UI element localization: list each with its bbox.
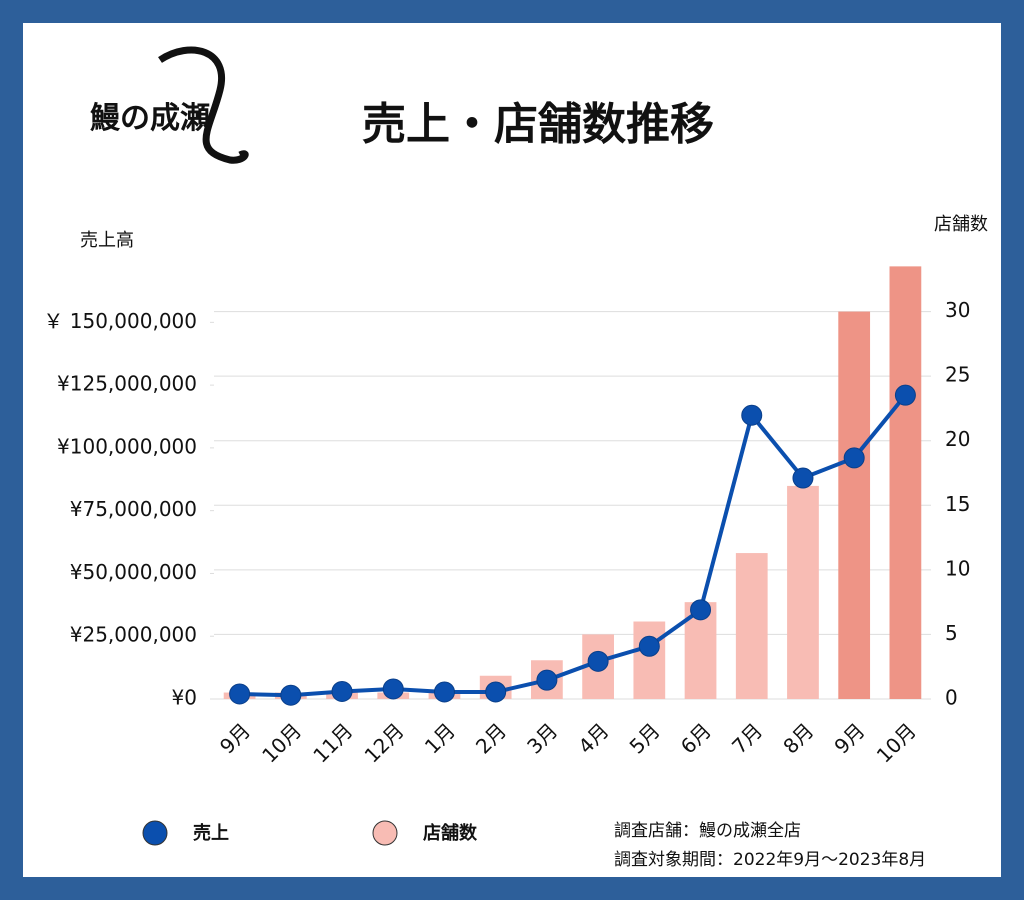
- y2-tick-label: 10: [945, 556, 970, 580]
- y2-tick-label: 20: [945, 427, 970, 451]
- y-tick-label: ¥25,000,000: [70, 623, 197, 647]
- logo-stroke: [158, 46, 249, 164]
- legend-swatch: [142, 820, 168, 846]
- point: [536, 669, 558, 691]
- y-tick-label: ¥75,000,000: [70, 497, 197, 521]
- y-tick-label: ¥125,000,000: [57, 372, 197, 396]
- point: [894, 384, 916, 406]
- point: [433, 681, 455, 703]
- point: [331, 680, 353, 702]
- legend-label: 店舗数: [423, 822, 478, 844]
- panel: [23, 23, 1001, 877]
- y2-tick-label: 30: [945, 298, 970, 322]
- point: [280, 684, 302, 706]
- point: [792, 467, 814, 489]
- bar: [735, 553, 768, 699]
- bar: [787, 485, 819, 699]
- logo: 鰻の成瀬: [90, 101, 210, 136]
- legend-swatch: [372, 820, 398, 846]
- point: [741, 404, 763, 426]
- chart-title: 売上・店舗数推移: [362, 99, 714, 150]
- point: [690, 599, 712, 621]
- bar: [838, 311, 871, 699]
- y-axis-label: 売上高: [80, 230, 134, 251]
- y-tick-label: ¥100,000,000: [57, 434, 197, 458]
- y2-tick-label: 5: [945, 621, 958, 645]
- y2-tick-label: 15: [945, 492, 970, 516]
- bar: [889, 266, 922, 699]
- y-tick-label: ¥0: [172, 686, 197, 710]
- point: [229, 683, 251, 705]
- point: [638, 635, 660, 657]
- y-tick-label: ¥50,000,000: [70, 560, 197, 584]
- y2-tick-label: 25: [945, 363, 970, 387]
- point: [485, 681, 507, 703]
- y-tick-label: ￥ 150,000,000: [43, 309, 197, 333]
- note: 調査店舗：鰻の成瀬全店: [614, 821, 801, 841]
- note: 調査対象期間：2022年9月〜2023年8月: [614, 850, 926, 870]
- legend-label: 売上: [193, 822, 229, 844]
- y2-tick-label: 0: [945, 686, 958, 710]
- point: [382, 678, 404, 700]
- point: [587, 650, 609, 672]
- point: [843, 447, 865, 469]
- bar: [633, 621, 666, 699]
- y2-axis-label: 店舗数: [934, 214, 988, 235]
